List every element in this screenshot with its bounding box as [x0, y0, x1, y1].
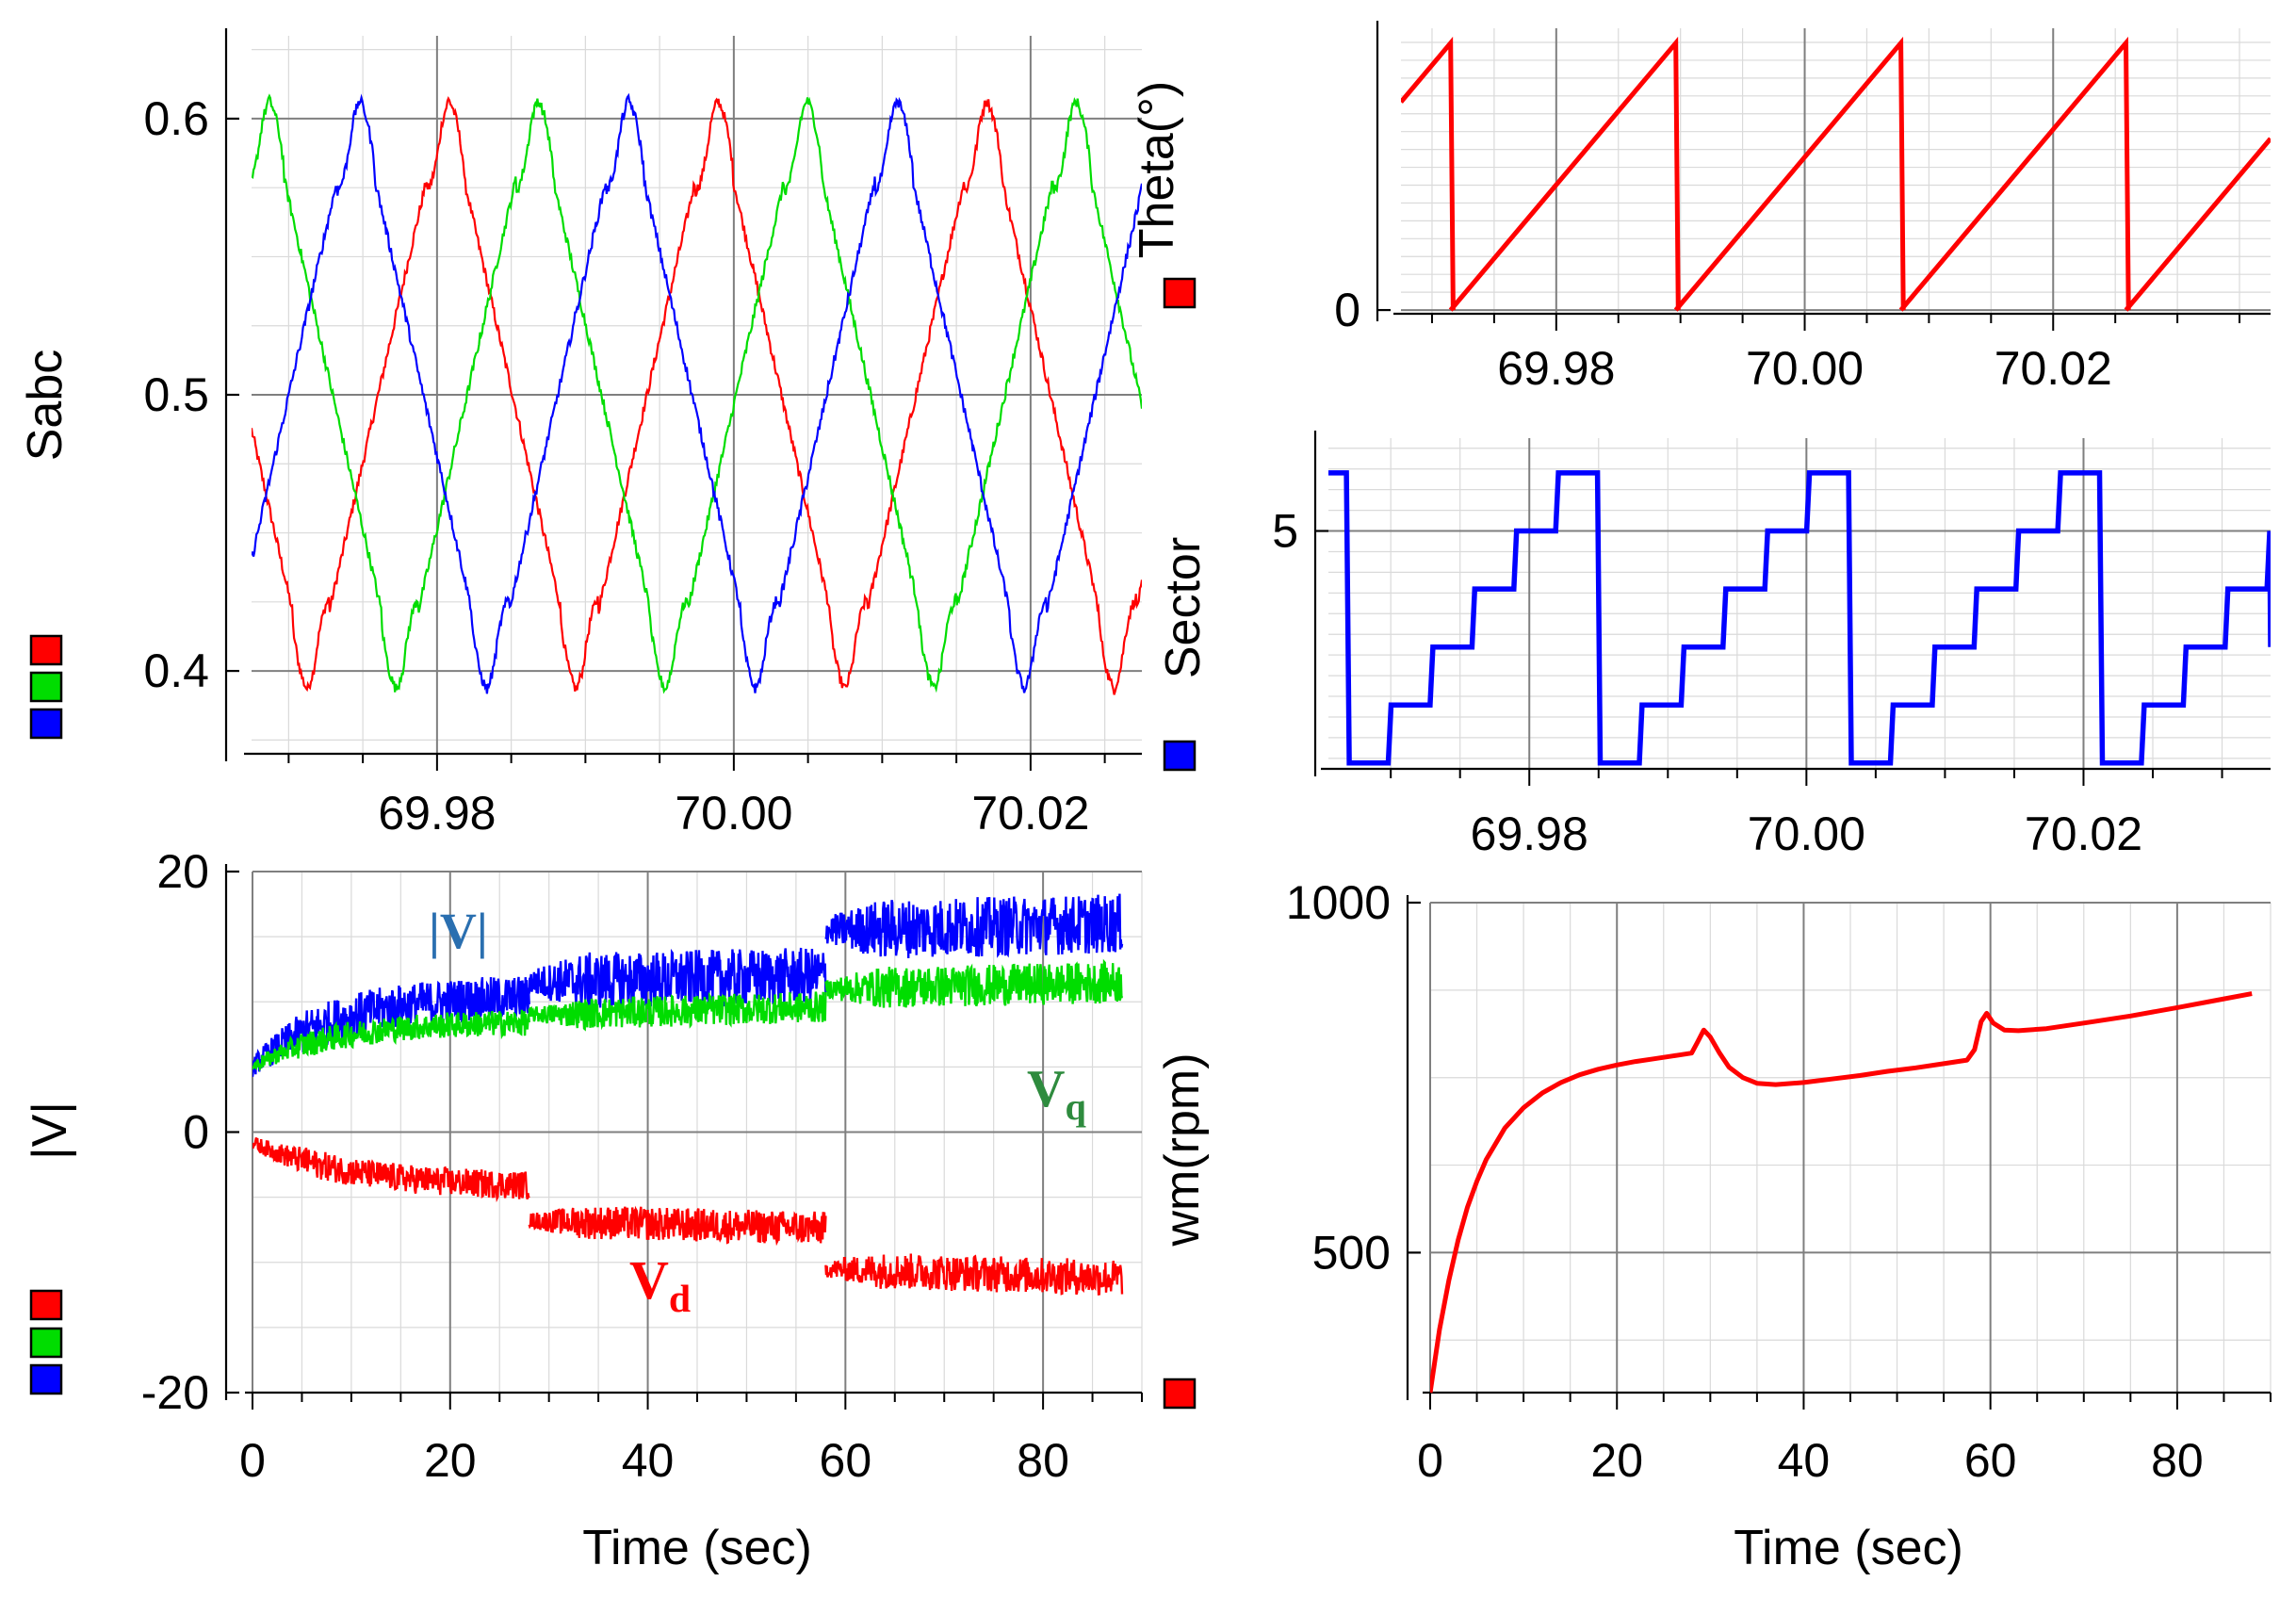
x-tick-label: 80	[1017, 1434, 1069, 1487]
grid-major	[1429, 902, 2271, 1393]
grid-major	[1401, 28, 2271, 314]
x-tick-label: 70.00	[675, 787, 792, 840]
y-tick-label: 20	[156, 845, 209, 898]
series-Vq-segment	[528, 991, 827, 1032]
y-tick-label: -20	[141, 1366, 209, 1419]
x-tick-label: 70.02	[2025, 807, 2142, 860]
chart-sector: 69.98 70.00 70.02 5 Sector	[1156, 431, 2271, 860]
y-tick-label: 1000	[1286, 876, 1391, 929]
x-axis-label: Time (sec)	[582, 1521, 812, 1575]
plot-area	[252, 92, 1142, 695]
grid-minor	[1328, 438, 2271, 769]
series-|V|-segment	[824, 893, 1124, 959]
series-Sc	[252, 92, 1142, 694]
plot-area	[1401, 36, 2271, 312]
chart-theta: 69.98 70.00 70.02 0 Theta(°)	[1130, 21, 2271, 395]
x-tick-label: 69.98	[378, 787, 496, 840]
x-tick-label: 70.00	[1746, 342, 1864, 395]
y-axis-label: wm(rpm)	[1155, 1052, 1210, 1247]
x-tick-label: 20	[424, 1434, 477, 1487]
y-tick-label: 500	[1312, 1226, 1391, 1279]
series-Sb	[252, 93, 1142, 694]
x-tick-label: 80	[2151, 1434, 2204, 1487]
chart-sabc: 69.98 70.00 70.02 0.4 0.5 0.6 Sabc	[18, 28, 1142, 840]
x-tick-label: 69.98	[1497, 342, 1615, 395]
annotation-text: |V|	[429, 903, 488, 959]
annotation-Vq: Vq	[1027, 1060, 1086, 1128]
series-|V|-segment	[528, 947, 827, 1009]
y-tick-label: 5	[1272, 505, 1298, 558]
y-axis-label: Sabc	[18, 350, 73, 462]
annotation-subscript: d	[669, 1278, 691, 1321]
series-Vq-segment	[252, 1009, 530, 1072]
y-axis-label: Theta(°)	[1130, 81, 1184, 258]
series-Theta	[1401, 36, 2271, 312]
annotation-text: V	[629, 1249, 669, 1311]
legend-swatch	[29, 1363, 63, 1395]
legend-swatch	[1163, 740, 1197, 772]
x-tick-label: 60	[820, 1434, 872, 1487]
x-tick-label: 0	[239, 1434, 266, 1487]
series-Vd-segment	[252, 1137, 530, 1203]
plot-area	[1328, 470, 2271, 766]
x-tick-label: 70.02	[1995, 342, 2112, 395]
annotation-Vd: Vd	[629, 1249, 691, 1321]
y-tick-label: 0.5	[143, 368, 209, 421]
plot-area	[252, 893, 1124, 1296]
plot-area	[1430, 991, 2253, 1394]
x-tick-label: 69.98	[1471, 807, 1588, 860]
chart-wm: 0 20 40 60 80 500 1000 wm(rpm) Time (sec)	[1155, 876, 2272, 1575]
x-tick-label: 40	[1778, 1434, 1831, 1487]
grid-minor	[1401, 28, 2271, 314]
y-axis-label: Sector	[1156, 537, 1211, 678]
legend-swatch	[1163, 1378, 1197, 1410]
x-axis-label: Time (sec)	[1734, 1521, 1963, 1575]
annotation-text: V	[1027, 1060, 1065, 1118]
series-Vd-segment	[528, 1205, 827, 1247]
grid-major	[1328, 438, 2271, 769]
series-Vd-segment	[824, 1253, 1124, 1296]
annotation-subscript: q	[1065, 1085, 1086, 1128]
grid-minor	[1429, 902, 2272, 1393]
x-tick-label: 40	[622, 1434, 675, 1487]
x-tick-label: 60	[1964, 1434, 2017, 1487]
x-tick-label: 70.00	[1748, 807, 1865, 860]
y-tick-label: 0	[183, 1106, 209, 1159]
y-tick-label: 0.4	[143, 644, 209, 697]
legend-swatch	[1163, 277, 1197, 309]
y-tick-label: 0.6	[143, 92, 209, 145]
series-Vq-segment	[824, 958, 1124, 1008]
series-Sector	[1328, 470, 2271, 766]
legend-swatch	[29, 1289, 63, 1321]
legend-swatch	[29, 671, 63, 703]
legend-swatch	[29, 1327, 63, 1359]
legend-swatch	[29, 708, 63, 740]
legend-swatch	[29, 634, 63, 666]
y-axis-label: |V|	[23, 1101, 77, 1160]
annotation-abs-v: |V|	[429, 903, 488, 959]
x-tick-label: 20	[1590, 1434, 1643, 1487]
x-tick-label: 70.02	[971, 787, 1089, 840]
series-wm	[1430, 991, 2253, 1394]
y-tick-label: 0	[1334, 284, 1360, 336]
x-tick-label: 0	[1417, 1434, 1443, 1487]
